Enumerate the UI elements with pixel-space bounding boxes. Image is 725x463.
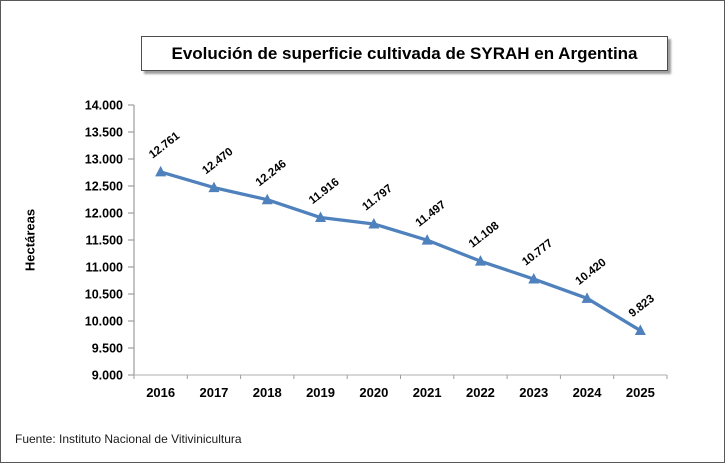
series-syrah bbox=[155, 165, 646, 336]
y-tick-label: 11.000 bbox=[85, 261, 123, 275]
x-tick-label: 2020 bbox=[359, 385, 388, 400]
data-point-label: 10.777 bbox=[520, 237, 555, 268]
x-axis: 2016 2017 2018 2019 2020 2021 2022 2023 2024 2025 bbox=[133, 374, 668, 400]
data-point-label: 9.823 bbox=[627, 293, 657, 320]
data-point-label: 11.797 bbox=[360, 183, 395, 214]
data-point-marker bbox=[581, 292, 593, 303]
data-point-label: 12.470 bbox=[200, 146, 235, 177]
x-tick-label: 2025 bbox=[626, 385, 655, 400]
data-point-label: 12.246 bbox=[254, 158, 289, 189]
x-tick-label: 2023 bbox=[519, 385, 548, 400]
series-line bbox=[160, 170, 642, 332]
y-tick-label: 11.500 bbox=[85, 234, 123, 248]
data-point-label: 10.420 bbox=[574, 257, 609, 288]
y-axis: 14.000 13.500 13.000 12.500 12.000 11.500 11.0… bbox=[85, 99, 135, 383]
data-point-label: 11.497 bbox=[414, 199, 449, 230]
data-point-label: 11.916 bbox=[307, 176, 342, 207]
data-point-marker bbox=[528, 273, 540, 284]
y-tick-label: 13.500 bbox=[85, 126, 123, 140]
data-point-marker bbox=[421, 234, 433, 245]
x-tick-label: 2019 bbox=[306, 385, 335, 400]
y-tick-label: 12.000 bbox=[85, 207, 123, 221]
data-point-marker bbox=[208, 181, 220, 193]
chart-title: Evolución de superficie cultivada de SYR… bbox=[141, 36, 668, 71]
x-tick-label: 2022 bbox=[466, 385, 495, 400]
data-point-marker bbox=[474, 255, 486, 266]
data-point-marker bbox=[261, 193, 273, 205]
data-point-marker bbox=[315, 211, 327, 223]
y-tick-label: 12.500 bbox=[85, 180, 123, 194]
x-tick-label: 2018 bbox=[253, 385, 282, 400]
x-tick-label: 2021 bbox=[413, 385, 442, 400]
data-point-marker bbox=[634, 324, 646, 336]
x-tick-label: 2024 bbox=[573, 385, 603, 400]
y-tick-label: 13.000 bbox=[85, 153, 123, 167]
y-tick-label: 9.500 bbox=[92, 342, 123, 356]
data-point-marker bbox=[155, 165, 167, 177]
data-point-label: 11.108 bbox=[467, 219, 502, 250]
data-point-marker bbox=[368, 217, 380, 229]
y-tick-label: 9.000 bbox=[92, 369, 123, 383]
source-note: Fuente: Instituto Nacional de Vitivinicu… bbox=[15, 432, 242, 446]
data-point-label: 12.761 bbox=[147, 130, 183, 161]
y-tick-label: 10.000 bbox=[85, 315, 123, 329]
x-tick-label: 2017 bbox=[199, 385, 228, 400]
y-tick-label: 14.000 bbox=[85, 99, 123, 113]
y-tick-label: 10.500 bbox=[85, 288, 123, 302]
x-tick-label: 2016 bbox=[146, 385, 175, 400]
data-labels: 12.761 12.470 12.246 11.916 11.797 11.497 11.1… bbox=[147, 130, 657, 320]
